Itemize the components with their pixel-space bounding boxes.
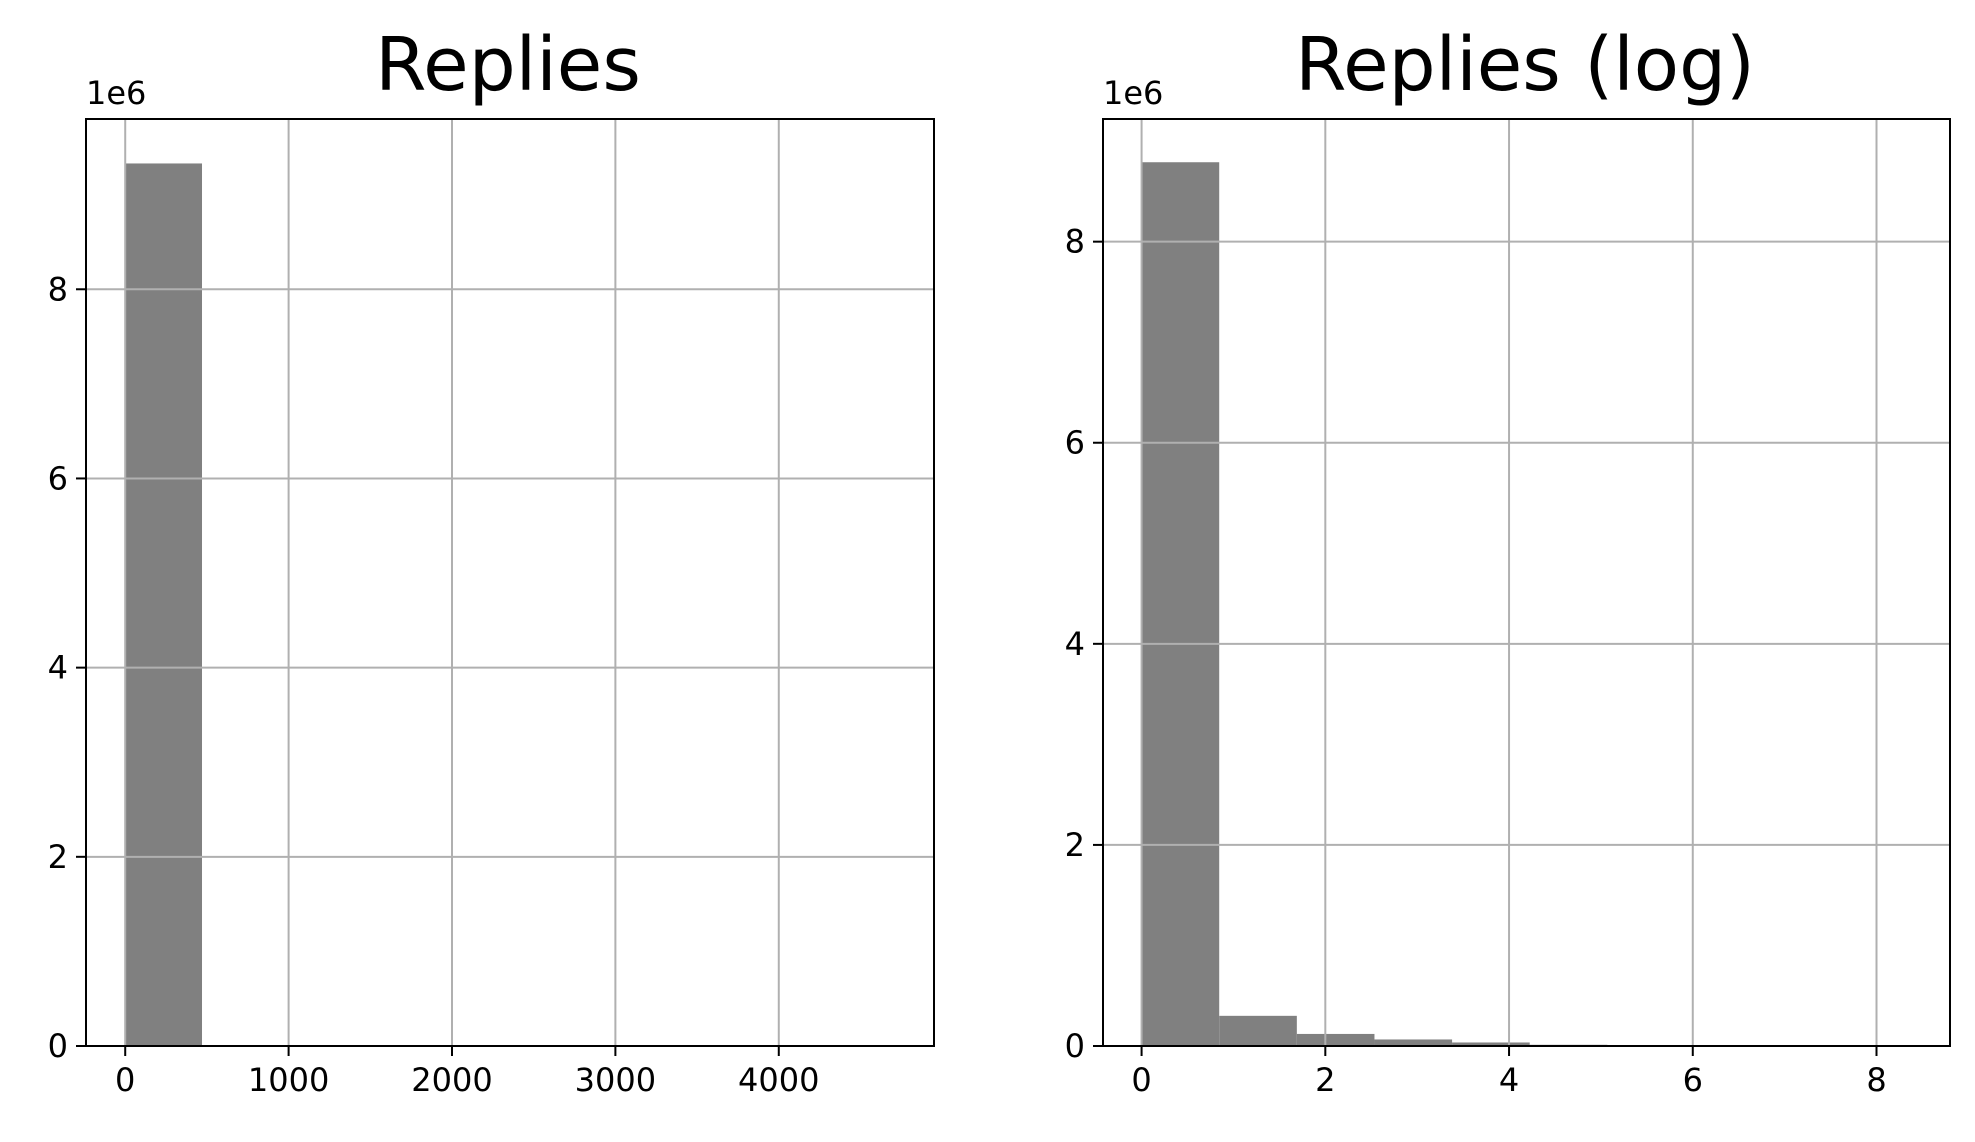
x-tick-label-1: 2 xyxy=(1315,1061,1335,1099)
x-tick-label-4: 4000 xyxy=(738,1061,819,1099)
y-tick-label-0: 0 xyxy=(48,1027,68,1065)
x-tick-label-2: 4 xyxy=(1499,1061,1519,1099)
histogram-bar-2 xyxy=(1296,1033,1375,1046)
x-tick-label-4: 8 xyxy=(1866,1061,1886,1099)
y-tick-label-1: 2 xyxy=(48,838,68,876)
histogram-bar-4 xyxy=(1452,1042,1530,1046)
y-tick-label-0: 0 xyxy=(1065,1027,1085,1065)
y-tick-label-1: 2 xyxy=(1065,826,1085,864)
x-tick-label-0: 0 xyxy=(115,1061,135,1099)
histogram-bar-1 xyxy=(1219,1015,1297,1046)
y-tick-label-4: 8 xyxy=(48,270,68,308)
histogram-panel-replies-log: Replies (log) 1e6 0 2 4 6 8 0 2 4 6 8 xyxy=(1065,22,1951,1099)
x-tick-label-0: 0 xyxy=(1131,1061,1151,1099)
axes-frame xyxy=(1102,118,1951,1047)
histogram-bar-3 xyxy=(1374,1039,1453,1046)
x-tick-label-1: 1000 xyxy=(248,1061,329,1099)
histogram-bar-0 xyxy=(125,163,203,1047)
y-tick-label-4: 8 xyxy=(1065,223,1085,261)
chart-title: Replies (log) xyxy=(1295,22,1755,108)
y-multiplier-label: 1e6 xyxy=(1103,74,1163,112)
x-tick-label-3: 3000 xyxy=(575,1061,656,1099)
y-tick-label-2: 4 xyxy=(48,649,68,687)
y-tick-label-2: 4 xyxy=(1065,625,1085,663)
x-tick-label-2: 2000 xyxy=(411,1061,492,1099)
x-tick-label-3: 6 xyxy=(1683,1061,1703,1099)
y-tick-label-3: 6 xyxy=(1065,424,1085,462)
histogram-panel-replies: Replies 1e6 0 1000 2000 3000 4000 0 2 4 6 8 xyxy=(48,22,935,1099)
chart-title: Replies xyxy=(375,22,641,108)
axes-frame xyxy=(85,118,935,1047)
histogram-bar-0 xyxy=(1141,162,1220,1047)
y-tick-label-3: 6 xyxy=(48,459,68,497)
y-multiplier-label: 1e6 xyxy=(86,74,146,112)
